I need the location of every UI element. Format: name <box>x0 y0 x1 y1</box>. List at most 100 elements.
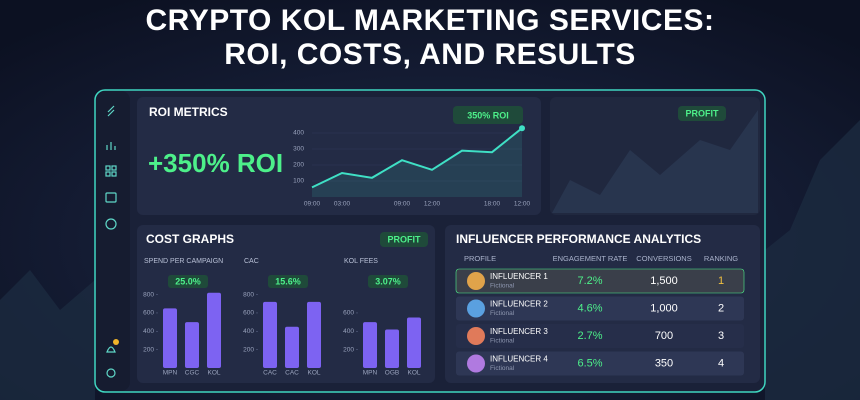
x-tick-label: 12:00 <box>424 201 441 208</box>
row <box>456 296 744 321</box>
roi-panel <box>137 97 541 215</box>
x-tick-label: MPN <box>163 370 178 377</box>
title: ROI, COSTS, AND RESULTS <box>224 38 636 71</box>
y-tick-label: 100 <box>293 178 304 185</box>
y-tick-label: 200 <box>293 162 304 169</box>
y-tick-label: 800 <box>243 291 254 298</box>
badge <box>268 275 308 288</box>
influencer-name: INFLUENCER 2 <box>490 300 548 309</box>
row <box>456 351 744 376</box>
badge <box>168 275 208 288</box>
x-tick-label: 03:00 <box>334 201 351 208</box>
bar <box>263 301 277 368</box>
influencer-subtitle: Fictional <box>490 283 515 290</box>
avatar <box>467 299 485 318</box>
y-tick-label: 400 <box>143 328 154 335</box>
badge-text: 15.6% <box>275 276 301 286</box>
engagement-rate: 4.6% <box>577 302 602 314</box>
sidebar <box>96 91 130 391</box>
badge-text: PROFIT <box>388 234 422 244</box>
line-area <box>312 128 522 197</box>
engagement-rate: 2.7% <box>577 330 602 342</box>
row-highlight <box>455 268 745 294</box>
line <box>311 127 523 189</box>
notification-dot <box>113 339 119 345</box>
conversions: 1,500 <box>650 275 678 287</box>
x-tick-label: KOL <box>207 370 220 377</box>
title: CRYPTO KOL MARKETING SERVICES: <box>146 4 715 37</box>
badge-text: 350% ROI <box>467 110 509 120</box>
ranking: 4 <box>718 357 724 369</box>
chart-label: SPEND PER CAMPAIGN <box>144 258 223 265</box>
panel-title: COST GRAPHS <box>146 232 234 246</box>
column-header: ENGAGEMENT RATE <box>553 254 628 263</box>
badge <box>368 275 408 288</box>
roi-headline: +350% ROI <box>148 148 283 178</box>
x-tick-label: 18:00 <box>484 201 501 208</box>
bar <box>407 317 421 368</box>
y-tick-label: 400 <box>293 130 304 137</box>
bar <box>385 329 399 368</box>
conversions: 1,000 <box>650 302 678 314</box>
influencer-name: INFLUENCER 3 <box>490 327 548 336</box>
y-tick-label: 600 <box>143 310 154 317</box>
y-tick-label: 400 <box>343 328 354 335</box>
influencer-subtitle: Fictional <box>490 310 515 317</box>
x-tick-label: CGC <box>185 370 200 377</box>
y-tick-label: 200 <box>243 346 254 353</box>
engagement-rate: 7.2% <box>577 275 602 287</box>
line-end-point <box>519 125 525 132</box>
chart-label: CAC <box>244 258 259 265</box>
bar <box>285 326 299 368</box>
y-tick-label: 600 <box>343 310 354 317</box>
x-tick-label: 09:00 <box>394 201 411 208</box>
x-tick-label: CAC <box>285 370 299 377</box>
avatar <box>467 327 485 345</box>
decor <box>552 110 758 213</box>
x-tick-label: CAC <box>263 370 277 377</box>
y-tick-label: 300 <box>293 146 304 153</box>
column-header: PROFILE <box>464 254 496 263</box>
decor <box>0 270 95 400</box>
row <box>456 324 744 348</box>
panel-title: ROI METRICS <box>149 105 228 119</box>
y-tick-label: 800 <box>143 291 154 298</box>
conversions: 350 <box>655 357 673 369</box>
badge <box>380 232 428 247</box>
influencer-subtitle: Fictional <box>490 365 515 372</box>
engagement-rate: 6.5% <box>577 357 602 369</box>
y-tick-label: 400 <box>243 328 254 335</box>
bar <box>207 292 221 368</box>
column-header: CONVERSIONS <box>636 254 691 263</box>
x-tick-label: 09:00 <box>304 201 321 208</box>
y-tick-label: 200 <box>143 346 154 353</box>
badge <box>453 106 523 124</box>
x-tick-label: KOL <box>407 370 420 377</box>
x-tick-label: KOL <box>307 370 320 377</box>
influencer-name: INFLUENCER 1 <box>490 272 548 281</box>
conversions: 700 <box>655 330 673 342</box>
avatar <box>467 354 485 373</box>
y-tick-label: 600 <box>243 310 254 317</box>
x-tick-label: OGB <box>385 370 399 377</box>
ranking: 3 <box>718 330 724 342</box>
y-tick-label: 200 <box>343 346 354 353</box>
badge <box>678 106 726 121</box>
sidebar-icons <box>105 105 117 378</box>
bar <box>307 301 321 368</box>
x-tick-label: 12:00 <box>514 201 531 208</box>
badge-text: 3.07% <box>375 276 401 286</box>
ranking: 1 <box>718 275 724 287</box>
influencer-name: INFLUENCER 4 <box>490 355 548 364</box>
panel-title: INFLUENCER PERFORMANCE ANALYTICS <box>456 232 701 246</box>
influencer-subtitle: Fictional <box>490 338 515 345</box>
ranking: 2 <box>718 302 724 314</box>
chart-label: KOL FEES <box>344 258 378 265</box>
x-tick-label: MPN <box>363 370 378 377</box>
badge-text: PROFIT <box>686 108 720 118</box>
bar <box>163 308 177 368</box>
column-header: RANKING <box>704 254 738 263</box>
avatar <box>467 272 485 290</box>
